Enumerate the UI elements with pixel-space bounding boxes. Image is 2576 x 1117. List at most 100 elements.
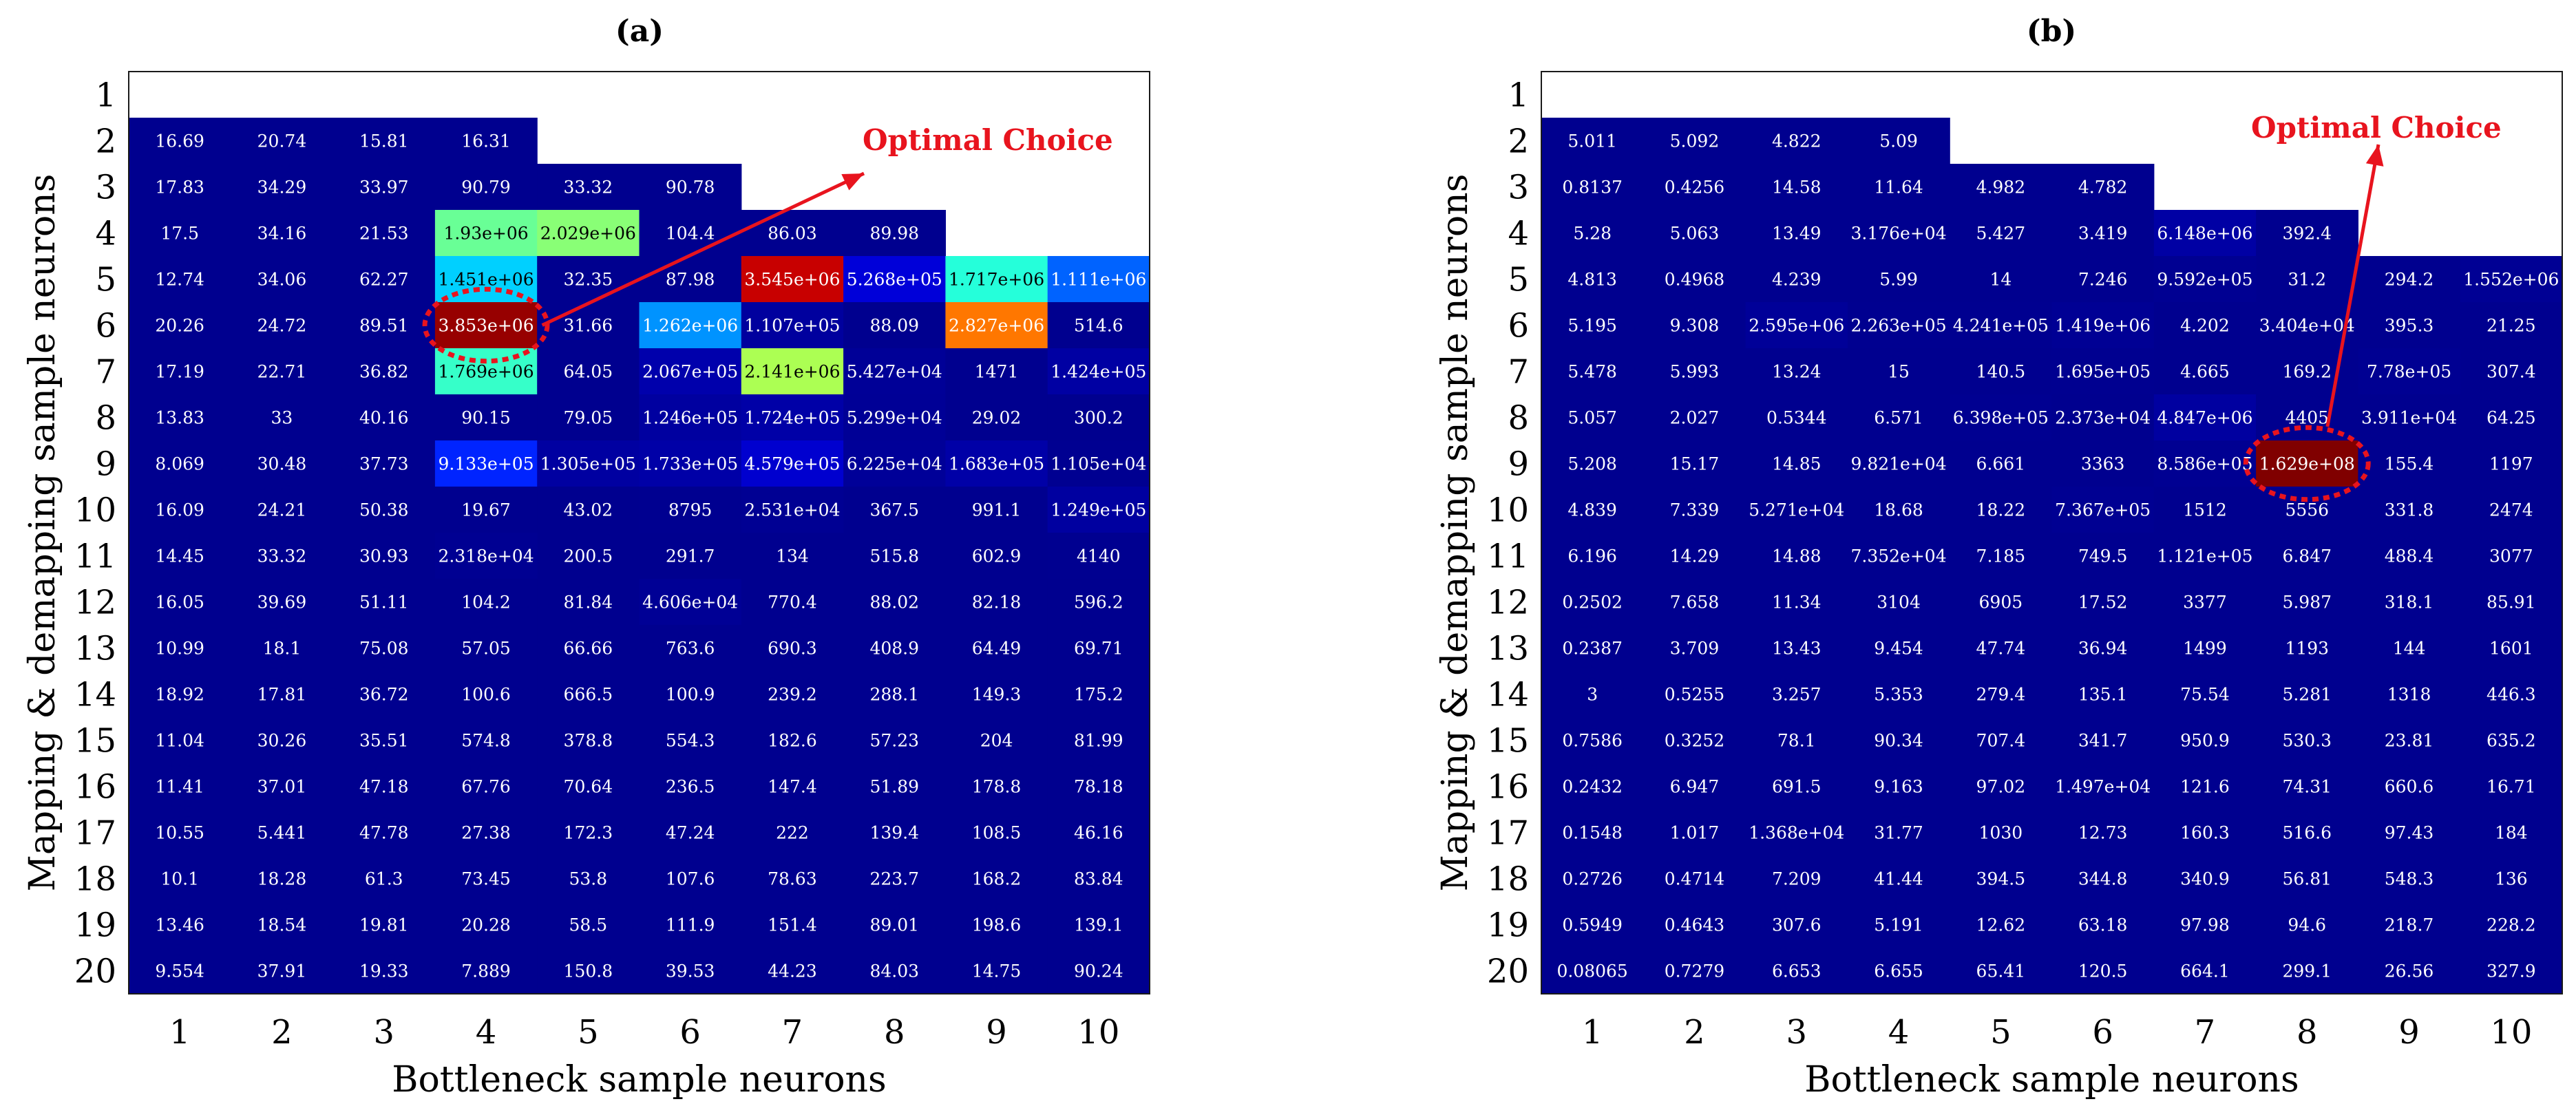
heatmap-cell [2358,302,2461,349]
cell-value-label: 331.8 [2385,500,2434,520]
heatmap-cell [1643,579,1746,626]
heatmap-cell [1847,579,1950,626]
cell-value-label: 0.4714 [1665,869,1724,889]
heatmap-cell [434,948,538,994]
cell-value-label: 4.239 [1772,270,1822,290]
heatmap-cell [843,671,946,718]
heatmap-cell [537,440,640,487]
heatmap-cell [639,671,742,718]
cell-value-label: 108.5 [972,823,1022,843]
cell-value-label: 596.2 [1074,593,1123,613]
heatmap-cell [2358,579,2461,626]
heatmap-cell [1847,948,1950,994]
heatmap-cell [2460,302,2563,349]
cell-value-label: 2.595e+06 [1749,316,1844,336]
cell-value-label: 33.32 [564,178,613,198]
heatmap-cell [2153,348,2257,395]
cell-value-label: 1.93e+06 [443,224,528,244]
cell-value-label: 7.78e+05 [2367,362,2451,382]
cell-value-label: 4.606e+04 [642,593,738,613]
heatmap-cell [2153,440,2257,487]
heatmap-cell [332,487,436,533]
cell-value-label: 73.45 [461,869,511,889]
cell-value-label: 5.271e+04 [1749,500,1844,520]
heatmap-cell [1950,625,2053,672]
cell-value-label: 228.2 [2487,915,2536,935]
y-axis-label: Mapping & demapping sample neurons [22,174,63,892]
cell-value-label: 3.853e+06 [438,316,534,336]
cell-value-label: 1193 [2285,639,2329,659]
cell-value-label: 82.18 [972,593,1022,613]
cell-value-label: 94.6 [2288,915,2326,935]
cell-value-label: 1.497e+04 [2055,777,2151,797]
cell-value-label: 19.67 [461,500,511,520]
heatmap-cell [434,902,538,948]
cell-value-label: 2.141e+06 [744,362,840,382]
heatmap-cell [1047,348,1150,395]
cell-value-label: 395.3 [2385,316,2434,336]
cell-value-label: 21.25 [2487,316,2536,336]
heatmap-cell [2460,671,2563,718]
cell-value-label: 690.3 [768,639,817,659]
cell-value-label: 37.91 [257,961,307,981]
cell-value-label: 7.209 [1772,869,1822,889]
cell-value-label: 446.3 [2487,685,2536,705]
cell-value-label: 136 [2495,869,2528,889]
x-tick-label: 8 [2297,1013,2318,1052]
heatmap-cell [1950,533,2053,579]
cell-value-label: 5.268e+05 [847,270,942,290]
cell-value-label: 7.889 [461,961,511,981]
y-tick-label: 13 [74,630,116,668]
cell-value-label: 21.53 [359,224,409,244]
cell-value-label: 14.88 [1772,546,1822,566]
cell-value-label: 341.7 [2078,731,2128,751]
cell-value-label: 950.9 [2180,731,2230,751]
y-tick-label: 7 [95,353,116,392]
cell-value-label: 3.404e+04 [2259,316,2355,336]
cell-value-label: 10.99 [155,639,204,659]
heatmap-cell [2153,671,2257,718]
heatmap-cell [2460,487,2563,533]
cell-value-label: 1.717e+06 [949,270,1044,290]
heatmap-cell [1847,302,1950,349]
y-tick-label: 4 [1508,215,1529,253]
heatmap-cell [2460,855,2563,902]
cell-value-label: 4.982 [1976,178,2026,198]
heatmap-cell [1745,164,1848,211]
heatmap-cell [434,302,538,349]
cell-value-label: 144 [2393,639,2426,659]
heatmap-cell [639,440,742,487]
cell-value-label: 90.34 [1874,731,1923,751]
cell-value-label: 88.09 [869,316,919,336]
heatmap-cell [1847,118,1950,164]
heatmap-cell [1950,717,2053,764]
heatmap-cell [2051,210,2155,257]
heatmap-cell [2256,717,2358,764]
heatmap-cell [1643,671,1746,718]
heatmap-cell [945,348,1048,395]
cell-value-label: 35.51 [359,731,409,751]
cell-value-label: 1499 [2183,639,2227,659]
heatmap-cell [1047,256,1150,303]
cell-value-label: 3077 [2489,546,2533,566]
cell-value-label: 3.545e+06 [744,270,840,290]
y-tick-label: 6 [1508,307,1529,345]
cell-value-label: 33.97 [359,178,409,198]
heatmap-cell [1047,487,1150,533]
heatmap-cell [434,717,538,764]
cell-value-label: 239.2 [768,685,817,705]
cell-value-label: 86.03 [768,224,817,244]
cell-value-label: 222 [776,823,809,843]
cell-value-label: 1.769e+06 [438,362,534,382]
cell-value-label: 14.45 [155,546,204,566]
cell-value-label: 89.98 [869,224,919,244]
cell-value-label: 1.695e+05 [2055,362,2151,382]
heatmap-cell [639,763,742,810]
cell-value-label: 763.6 [666,639,715,659]
cell-value-label: 11.41 [155,777,204,797]
cell-value-label: 3 [1587,685,1598,705]
cell-value-label: 150.8 [564,961,613,981]
cell-value-label: 666.5 [564,685,613,705]
heatmap-cell [2051,902,2155,948]
cell-value-label: 69.71 [1074,639,1123,659]
